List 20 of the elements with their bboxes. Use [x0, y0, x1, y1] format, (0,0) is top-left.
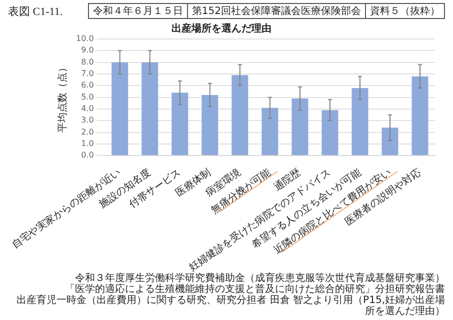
y-tick-label: 9.0 — [81, 46, 94, 55]
y-tick-label: 2.0 — [81, 127, 94, 136]
text: 資料５（抜粋） — [366, 3, 445, 19]
text: 令和４年６月１５日 — [88, 3, 188, 19]
text: 表図 C1-11. — [8, 5, 63, 19]
text: 令和３年度厚生労働科学研究費補助金（成育疾患克服等次世代育成基盤研究事業） — [74, 273, 445, 284]
y-tick-label: 5.0 — [81, 92, 94, 102]
y-axis-title: 平均点数（点） — [56, 62, 69, 132]
y-tick-label: 0.0 — [81, 150, 94, 160]
y-tick-label: 1.0 — [81, 139, 94, 148]
text: 「医学的適応による生殖機能維持の支援と普及に向けた総合的研究」分担研究報告書 — [64, 284, 445, 295]
y-tick-label: 8.0 — [81, 57, 94, 66]
text: 第152回社会保障審議会医療保険部会 — [188, 3, 366, 19]
y-tick-label: 10.0 — [76, 34, 94, 44]
y-tick-label: 6.0 — [81, 80, 94, 90]
y-tick-label: 7.0 — [81, 69, 94, 78]
y-tick-label: 4.0 — [81, 104, 94, 114]
y-tick-label: 3.0 — [81, 116, 94, 125]
chart-title: 出産場所を選んだ理由 — [172, 22, 272, 35]
text: 出産育児一時金（出産費用）に関する研究、研究分担者 田倉 智之より引用（P15,妊婦が出産場所を選んだ理由） — [16, 295, 445, 317]
